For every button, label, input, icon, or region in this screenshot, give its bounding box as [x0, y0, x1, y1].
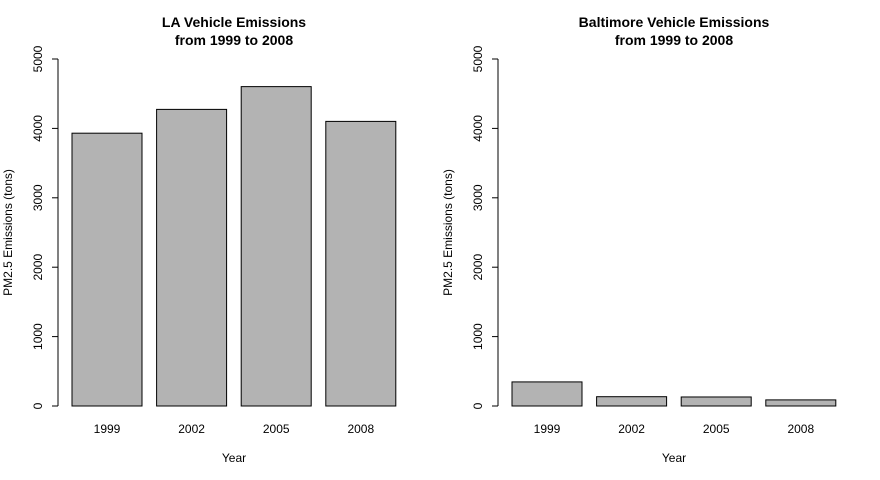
chart-title-line-2: from 1999 to 2008: [175, 32, 293, 48]
x-tick-label-1999: 1999: [94, 422, 121, 436]
x-axis-label: Year: [662, 451, 686, 465]
y-tick-label-2000: 2000: [31, 254, 45, 281]
chart-title-line-1: LA Vehicle Emissions: [162, 14, 306, 30]
y-tick-label-2000: 2000: [471, 254, 485, 281]
chart-panel-1: LA Vehicle Emissions from 1999 to 2008 199…: [1, 14, 397, 465]
y-tick-label-1000: 1000: [471, 323, 485, 350]
chart-title-line-1: Baltimore Vehicle Emissions: [579, 14, 770, 30]
x-tick-label-2008: 2008: [787, 422, 814, 436]
y-axis-label: PM2.5 Emissions (tons): [441, 169, 455, 296]
x-tick-label-2002: 2002: [618, 422, 645, 436]
y-tick-label-3000: 3000: [31, 184, 45, 211]
chart-panel-2: Baltimore Vehicle Emissions from 1999 to …: [441, 14, 837, 465]
x-tick-label-1999: 1999: [534, 422, 561, 436]
bar-2008: [765, 399, 837, 407]
bar-2002: [596, 396, 668, 407]
x-tick-label-2005: 2005: [263, 422, 290, 436]
bar-1999: [71, 132, 143, 407]
chart-title-line-2: from 1999 to 2008: [615, 32, 733, 48]
y-tick-label-0: 0: [31, 402, 45, 409]
bar-2008: [325, 120, 397, 407]
bar-2005: [240, 86, 312, 407]
y-axis-label: PM2.5 Emissions (tons): [1, 169, 15, 296]
x-tick-label-2002: 2002: [178, 422, 205, 436]
y-tick-label-1000: 1000: [31, 323, 45, 350]
y-tick-label-5000: 5000: [471, 45, 485, 72]
bar-2002: [156, 108, 228, 407]
y-tick-label-0: 0: [471, 402, 485, 409]
x-tick-label-2005: 2005: [703, 422, 730, 436]
x-tick-label-2008: 2008: [347, 422, 374, 436]
y-tick-label-3000: 3000: [471, 184, 485, 211]
y-tick-label-4000: 4000: [471, 115, 485, 142]
bar-2005: [680, 396, 752, 407]
y-tick-label-5000: 5000: [31, 45, 45, 72]
x-axis-label: Year: [222, 451, 246, 465]
y-tick-label-4000: 4000: [31, 115, 45, 142]
bar-1999: [511, 381, 583, 407]
